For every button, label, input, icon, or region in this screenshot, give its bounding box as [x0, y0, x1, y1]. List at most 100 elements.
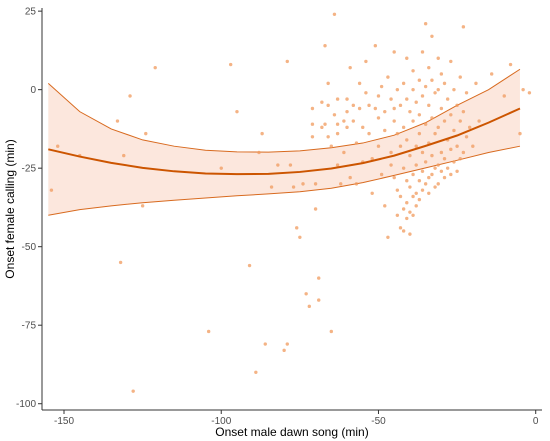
data-point: [467, 125, 472, 130]
data-point: [383, 109, 387, 114]
data-point: [430, 116, 434, 120]
data-point: [455, 169, 459, 174]
data-point: [405, 138, 409, 142]
data-point: [298, 235, 302, 239]
data-point: [461, 25, 466, 29]
data-point: [342, 150, 346, 155]
data-point: [464, 91, 469, 95]
data-point: [335, 122, 340, 126]
data-point: [401, 166, 406, 170]
y-tick-label: -75: [22, 321, 37, 332]
data-point: [379, 84, 384, 89]
data-point: [357, 106, 362, 111]
data-point: [420, 150, 425, 155]
data-point: [423, 182, 428, 186]
data-point: [449, 172, 453, 177]
data-point: [386, 235, 390, 239]
data-point: [401, 125, 406, 130]
data-point: [301, 182, 305, 186]
data-point: [326, 103, 330, 108]
data-point: [398, 194, 403, 199]
y-tick-label: -50: [22, 242, 37, 253]
data-point: [361, 125, 365, 130]
data-point: [401, 229, 406, 233]
data-point: [354, 182, 359, 186]
data-point: [317, 298, 321, 302]
data-point: [219, 166, 223, 170]
data-point: [49, 188, 54, 192]
data-point: [326, 81, 330, 86]
x-tick-label: -150: [54, 416, 74, 427]
data-point: [521, 87, 525, 92]
data-point: [401, 207, 406, 211]
data-point: [508, 62, 513, 67]
data-point: [439, 72, 444, 76]
data-point: [329, 144, 334, 148]
data-point: [364, 59, 368, 64]
data-point: [257, 150, 261, 155]
data-point: [430, 172, 434, 177]
data-point: [389, 97, 393, 101]
data-point: [449, 59, 453, 64]
data-point: [206, 329, 211, 334]
data-point: [357, 81, 362, 86]
data-point: [408, 153, 412, 158]
data-point: [345, 125, 349, 130]
data-point: [153, 65, 157, 70]
data-point: [461, 150, 466, 155]
data-point: [471, 144, 475, 148]
data-point: [408, 185, 412, 189]
data-point: [376, 116, 381, 120]
data-point: [345, 97, 349, 101]
fit-line-layer: [48, 107, 521, 176]
data-point: [411, 69, 415, 73]
data-point: [376, 144, 381, 148]
data-point: [417, 113, 422, 117]
data-point: [144, 131, 148, 136]
x-tick-label: -100: [211, 416, 231, 427]
x-axis-ticks: -150 -100 -50 0: [54, 410, 539, 427]
data-point: [420, 94, 425, 98]
data-point: [452, 160, 456, 164]
data-point: [458, 119, 462, 123]
data-point: [477, 119, 481, 123]
data-point: [367, 131, 371, 136]
data-point: [373, 43, 378, 48]
data-point: [527, 91, 532, 95]
data-point: [430, 153, 434, 158]
data-point: [228, 62, 233, 67]
data-point: [313, 207, 318, 211]
data-point: [502, 94, 506, 98]
data-point: [332, 113, 337, 117]
data-points-layer: [49, 12, 532, 393]
data-point: [401, 81, 406, 86]
data-point: [423, 122, 428, 126]
data-point: [398, 226, 403, 230]
data-point: [417, 197, 422, 202]
confidence-band-layer: [47, 68, 521, 216]
data-point: [392, 50, 396, 54]
data-point: [436, 163, 440, 167]
y-axis-title: Onset female calling (min): [3, 139, 17, 278]
data-point: [417, 179, 422, 183]
data-point: [395, 87, 400, 92]
data-point: [464, 135, 469, 139]
data-point: [285, 59, 289, 64]
data-point: [329, 329, 334, 334]
data-point: [411, 213, 415, 217]
data-point: [420, 50, 425, 54]
data-point: [310, 106, 315, 111]
data-point: [348, 65, 352, 70]
data-point: [348, 175, 352, 180]
data-point: [405, 179, 409, 183]
data-point: [335, 131, 340, 136]
data-point: [452, 87, 456, 92]
data-point: [304, 292, 308, 296]
data-point: [433, 131, 437, 136]
data-point: [417, 78, 422, 82]
data-point: [389, 150, 393, 155]
data-point: [339, 182, 343, 186]
data-point: [436, 56, 440, 60]
data-point: [323, 122, 327, 126]
data-point: [389, 163, 393, 167]
